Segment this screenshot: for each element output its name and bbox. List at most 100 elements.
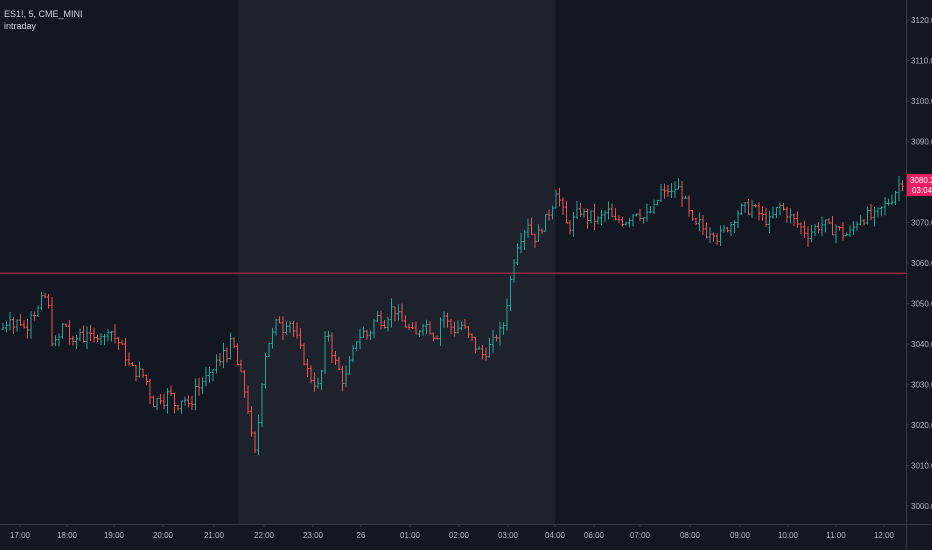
ohlc-bar <box>341 365 344 392</box>
ohlc-bar <box>579 202 582 217</box>
symbol-title[interactable]: ES1!, 5, CME_MINI <box>4 9 83 19</box>
ohlc-bar <box>722 224 726 233</box>
ohlc-bar <box>85 326 89 350</box>
ohlc-bar <box>362 326 365 338</box>
price-tag-box <box>907 174 932 197</box>
ohlc-bar <box>414 321 418 335</box>
ohlc-bar <box>456 320 460 334</box>
ohlc-bar <box>330 332 334 364</box>
ohlc-bar <box>827 218 831 225</box>
time-tick-label: 17:00 <box>10 531 31 540</box>
ohlc-bar <box>901 180 904 192</box>
ohlc-bar <box>295 322 299 339</box>
ohlc-bar <box>841 222 845 241</box>
ohlc-bar <box>530 217 533 236</box>
ohlc-bar <box>607 201 610 220</box>
ohlc-bar <box>768 211 771 234</box>
ohlc-bar <box>554 189 558 209</box>
price-tick-label: 3030.00 <box>911 380 932 389</box>
ohlc-bar <box>708 226 712 244</box>
ohlc-bar <box>407 323 411 331</box>
ohlc-bar <box>726 227 729 233</box>
ohlc-bar <box>386 316 390 332</box>
time-tick-label: 22:00 <box>254 531 275 540</box>
price-tick-label: 3020.00 <box>911 421 932 430</box>
price-tick-label: 3010.00 <box>911 461 932 470</box>
time-tick-label: 02:00 <box>449 531 470 540</box>
ohlc-bar <box>848 225 852 237</box>
ohlc-bar <box>789 208 792 224</box>
ohlc-bar <box>757 202 761 221</box>
ohlc-bar <box>897 175 901 202</box>
ohlc-bar <box>754 204 757 208</box>
ohlc-bar <box>880 206 883 217</box>
ohlc-bar <box>484 347 488 361</box>
ohlc-bar <box>117 337 120 350</box>
ohlc-bar <box>435 335 439 340</box>
bar-countdown: 03:04 <box>912 186 932 195</box>
ohlc-bar <box>876 207 880 218</box>
ohlc-bar <box>638 208 642 222</box>
time-axis[interactable]: 17:00 18:00 19:00 20:00 21:00 22:00 23:00 26 01:… <box>0 524 932 540</box>
price-tick-label: 3050.00 <box>911 299 932 308</box>
price-tick-label: 3000.00 <box>911 502 932 511</box>
ohlc-bar <box>257 414 260 456</box>
ohlc-bar <box>687 195 691 217</box>
price-axis[interactable]: 3120.003110.003100.003090.003080.003070.… <box>906 0 932 550</box>
ohlc-bar <box>376 311 379 322</box>
ohlc-bar <box>838 226 841 231</box>
indicator-label[interactable]: intraday <box>4 21 37 31</box>
ohlc-bar <box>810 224 813 243</box>
ohlc-bar <box>47 293 50 309</box>
ohlc-bar <box>103 333 106 346</box>
time-tick-label: 04:00 <box>545 531 566 540</box>
ohlc-bar <box>176 404 180 411</box>
ohlc-bar <box>222 342 225 369</box>
ohlc-bar <box>565 200 568 224</box>
ohlc-bar <box>614 207 617 221</box>
price-tick-label: 3040.00 <box>911 340 932 349</box>
ohlc-bar <box>110 331 113 342</box>
ohlc-bar <box>680 180 684 207</box>
ohlc-bar <box>89 324 92 341</box>
time-tick-label: 18:00 <box>57 531 78 540</box>
ohlc-bar <box>78 328 82 342</box>
ohlc-bar <box>166 388 169 414</box>
ohlc-bar <box>155 397 159 411</box>
ohlc-bar <box>197 377 201 396</box>
ohlc-bar <box>855 221 859 231</box>
time-tick-label: 21:00 <box>204 531 225 540</box>
ohlc-bar <box>449 318 453 335</box>
ohlc-bar <box>659 184 663 203</box>
ohlc-bar <box>866 206 869 225</box>
ohlc-bar <box>96 334 99 343</box>
ohlc-bar <box>134 365 138 382</box>
ohlc-bar <box>691 209 694 221</box>
ohlc-bar <box>113 324 117 344</box>
ohlc-bar <box>145 374 148 385</box>
session-shade <box>238 0 555 524</box>
ohlc-bar <box>575 200 579 220</box>
ohlc-bar <box>467 326 470 339</box>
ohlc-bar <box>663 183 666 199</box>
ohlc-bar <box>775 206 778 218</box>
ohlc-bar <box>264 352 267 389</box>
ohlc-bar <box>162 394 166 410</box>
ohlc-bar <box>712 232 715 242</box>
ohlc-bar <box>666 185 670 197</box>
ohlc-bar <box>383 320 386 329</box>
ohlc-bar <box>148 378 152 405</box>
ohlc-bar <box>159 394 162 405</box>
time-tick-label: 08:00 <box>680 531 701 540</box>
ohlc-bar <box>239 359 243 373</box>
chart-background <box>238 0 555 524</box>
ohlc-bar <box>418 330 421 337</box>
current-price-value: 3080.25 <box>910 176 932 185</box>
ohlc-bar <box>358 328 362 350</box>
time-tick-label: 06:00 <box>584 531 605 540</box>
ohlc-bar <box>99 333 103 346</box>
ohlc-bar <box>628 217 631 228</box>
ohlc-bar <box>302 343 306 366</box>
ohlc-bar <box>824 219 827 233</box>
